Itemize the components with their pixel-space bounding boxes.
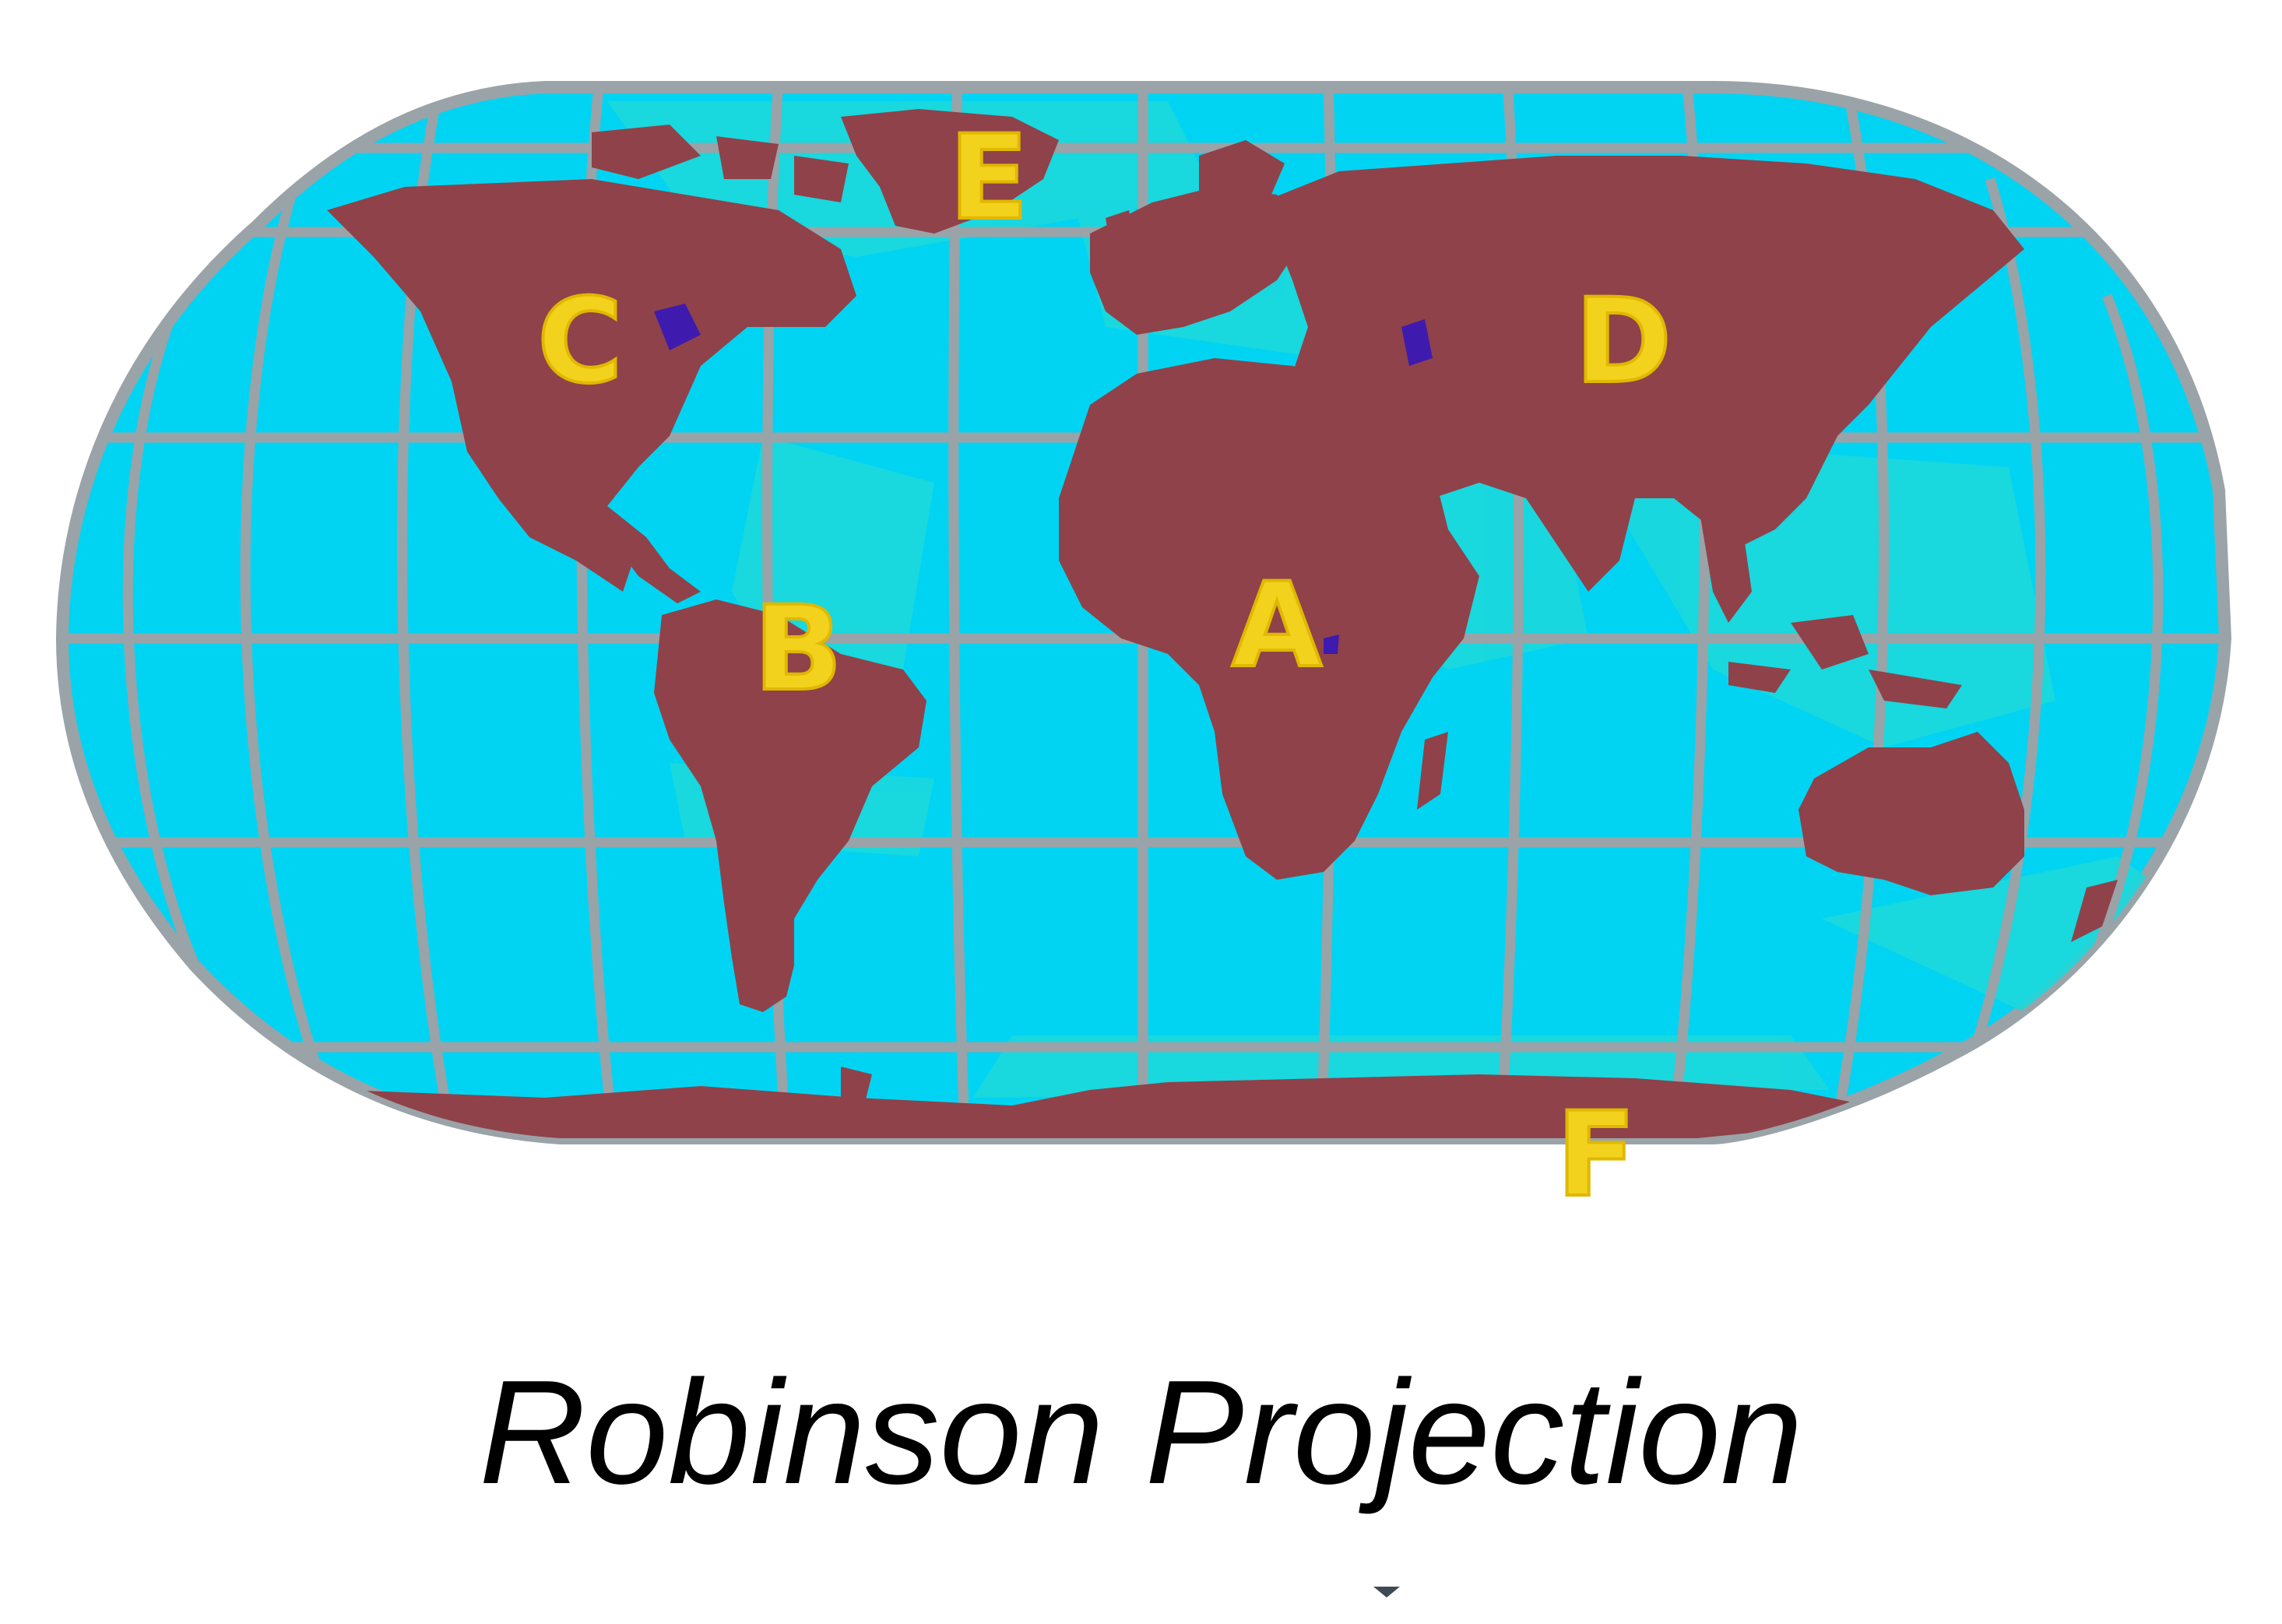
land bbox=[327, 109, 2118, 1138]
north-america-landmass bbox=[327, 179, 856, 592]
australia-landmass bbox=[1799, 732, 2024, 895]
greenland-landmass bbox=[841, 109, 1059, 234]
map-label-c: C bbox=[537, 274, 623, 410]
map-title: Robinson Projection bbox=[479, 1350, 1803, 1515]
map-label-e: E bbox=[949, 111, 1028, 246]
antarctica-landmass bbox=[343, 1074, 1869, 1138]
africa-landmass bbox=[1059, 358, 1479, 880]
map-label-a: A bbox=[1232, 558, 1322, 694]
map-label-f: F bbox=[1556, 1088, 1636, 1223]
caret-down-icon bbox=[1373, 1587, 1400, 1598]
lakes bbox=[654, 304, 1433, 654]
asia-landmass bbox=[1261, 156, 2024, 592]
south-america-landmass bbox=[654, 599, 927, 1012]
map-label-b: B bbox=[754, 582, 842, 717]
map-label-d: D bbox=[1575, 274, 1672, 410]
